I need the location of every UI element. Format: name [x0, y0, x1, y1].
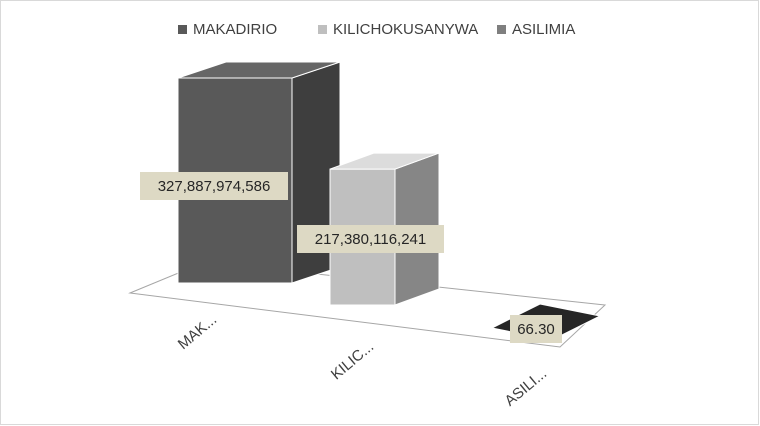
value-label-box: [140, 172, 288, 200]
legend-swatch: [178, 25, 187, 34]
value-label: 66.30: [517, 321, 555, 338]
legend-swatch: [497, 25, 506, 34]
legend-label: KILICHOKUSANYWA: [333, 21, 478, 38]
legend-label: ASILIMIA: [512, 21, 575, 38]
value-label: 217,380,116,241: [315, 231, 427, 248]
value-label: 327,887,974,586: [158, 178, 271, 195]
value-label-box: [297, 225, 444, 253]
bar-top: [177, 61, 341, 79]
value-label-box: [510, 315, 562, 343]
bar-top: [329, 152, 440, 170]
legend-swatch: [318, 25, 327, 34]
legend-label: MAKADIRIO: [193, 21, 277, 38]
